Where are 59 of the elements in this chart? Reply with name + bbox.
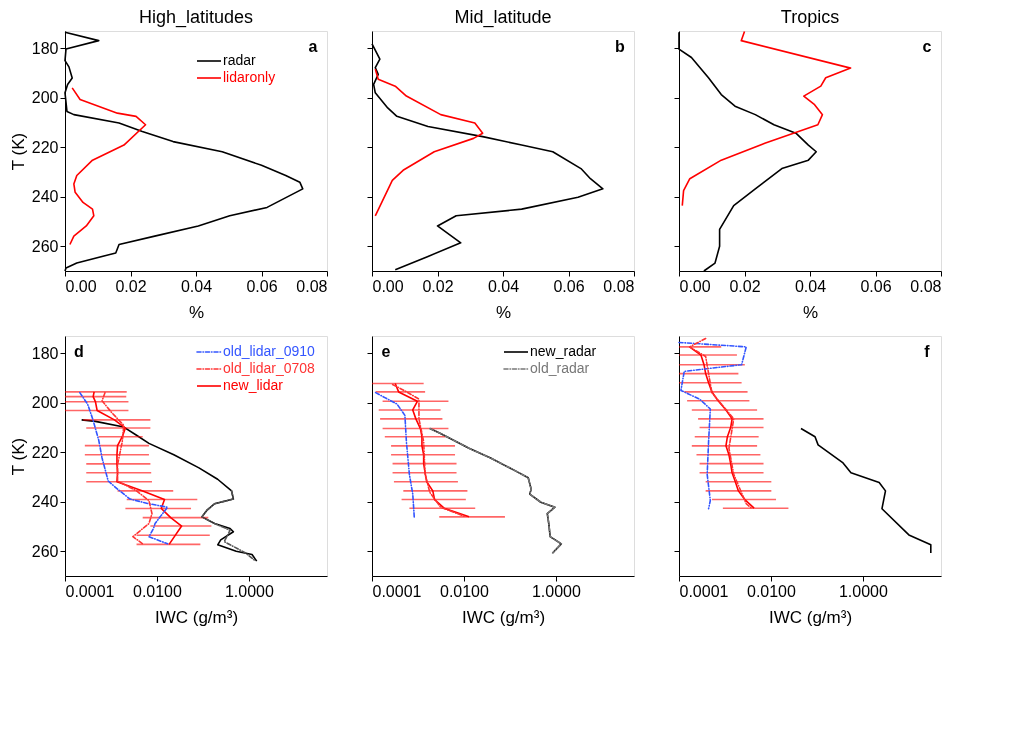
legend-label: old_lidar_0910 bbox=[223, 343, 316, 359]
legend-label: old_radar bbox=[530, 360, 590, 376]
x-tick-label: 0.06 bbox=[246, 277, 278, 295]
legend-label: lidaronly bbox=[223, 69, 276, 85]
x-axis-title: % bbox=[188, 302, 205, 322]
x-axis-title: % bbox=[495, 302, 512, 322]
annotation: c bbox=[922, 38, 932, 55]
x-tick-label: 0.02 bbox=[115, 277, 147, 295]
x-axis-title: IWC (g/m³) bbox=[768, 607, 853, 627]
x-tick-label: 0.02 bbox=[422, 277, 454, 295]
y-tick-label: 180 bbox=[31, 344, 59, 362]
legend-label: new_lidar bbox=[223, 377, 284, 393]
x-tick-label: 0.08 bbox=[910, 277, 942, 295]
x-tick-label: 0.0100 bbox=[439, 582, 490, 600]
x-tick-label: 0.04 bbox=[487, 277, 520, 295]
x-tick-label: 0.06 bbox=[860, 277, 892, 295]
x-tick-label: 1.0000 bbox=[838, 582, 888, 600]
x-tick-label: 0.0100 bbox=[132, 582, 183, 600]
legend-label: old_lidar_0708 bbox=[223, 360, 316, 376]
x-tick-label: 0.04 bbox=[794, 277, 827, 295]
x-tick-label: 0.0001 bbox=[65, 582, 115, 600]
x-tick-label: 0.02 bbox=[729, 277, 761, 295]
x-tick-label: 0.00 bbox=[679, 277, 711, 295]
x-tick-label: 0.0001 bbox=[372, 582, 422, 600]
x-tick-label: 0.0001 bbox=[679, 582, 729, 600]
annotation: a bbox=[308, 38, 318, 55]
annotation: f bbox=[924, 343, 931, 360]
x-axis-title: IWC (g/m³) bbox=[154, 607, 239, 627]
y-tick-label: 200 bbox=[31, 394, 59, 412]
x-tick-label: 0.00 bbox=[65, 277, 97, 295]
x-axis-title: % bbox=[802, 302, 819, 322]
x-axis-title: IWC (g/m³) bbox=[461, 607, 546, 627]
y-tick-label: 260 bbox=[31, 542, 59, 560]
legend-label: radar bbox=[223, 52, 257, 68]
annotation: e bbox=[381, 343, 391, 360]
x-tick-label: 1.0000 bbox=[531, 582, 581, 600]
chart-title: High_latitudes bbox=[138, 7, 254, 28]
y-tick-label: 200 bbox=[31, 89, 59, 107]
y-tick-label: 220 bbox=[31, 138, 59, 156]
y-tick-label: 180 bbox=[31, 39, 59, 57]
x-tick-label: 0.04 bbox=[180, 277, 213, 295]
x-tick-label: 0.00 bbox=[372, 277, 404, 295]
x-tick-label: 1.0000 bbox=[224, 582, 274, 600]
x-tick-label: 0.08 bbox=[296, 277, 328, 295]
y-tick-label: 240 bbox=[31, 493, 59, 511]
x-tick-label: 0.0100 bbox=[746, 582, 797, 600]
x-tick-label: 0.08 bbox=[603, 277, 635, 295]
y-tick-label: 240 bbox=[31, 188, 59, 206]
line-series bbox=[69, 87, 147, 246]
y-tick-label: 260 bbox=[31, 237, 59, 255]
chart-title: Tropics bbox=[780, 6, 840, 27]
y-axis-title: T (K) bbox=[8, 437, 28, 476]
annotation: b bbox=[615, 38, 626, 55]
x-tick-label: 0.06 bbox=[553, 277, 585, 295]
annotation: d bbox=[74, 343, 84, 360]
y-axis-title: T (K) bbox=[8, 132, 28, 171]
chart-title: Mid_latitude bbox=[454, 7, 552, 28]
legend-label: new_radar bbox=[530, 343, 597, 359]
y-tick-label: 220 bbox=[31, 443, 59, 461]
